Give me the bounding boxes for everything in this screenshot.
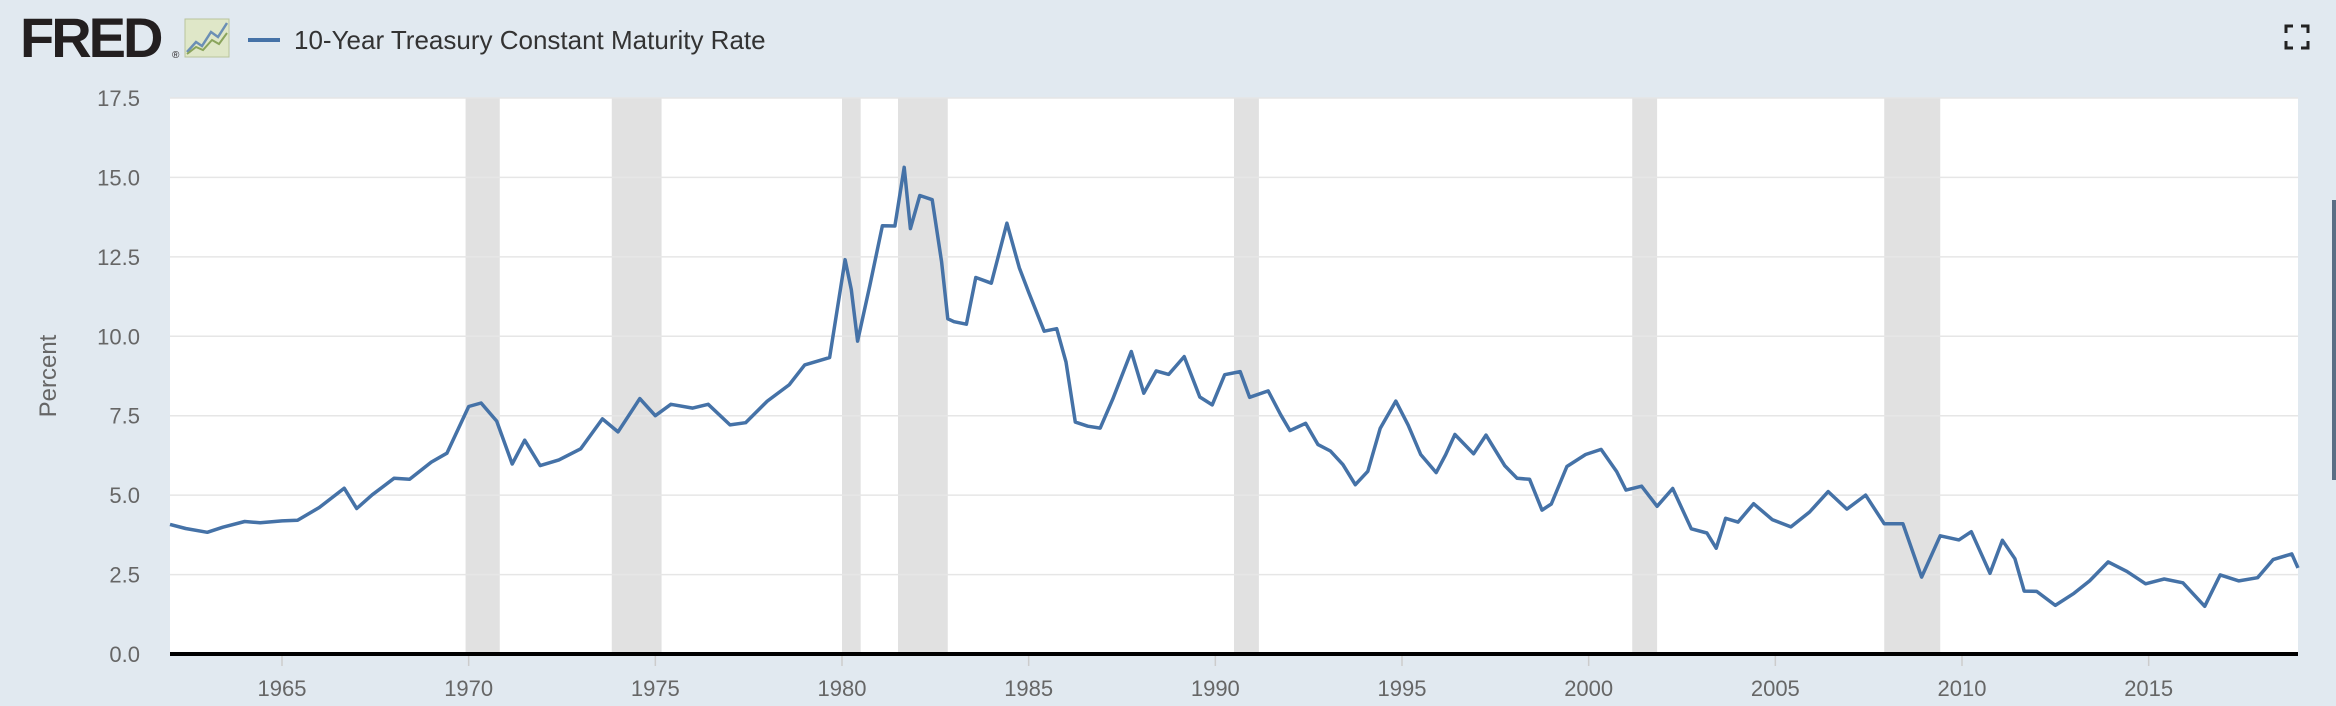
x-tick-label: 1995 — [1378, 676, 1427, 701]
recession-band — [1234, 98, 1259, 654]
y-tick-label: 7.5 — [109, 404, 140, 429]
y-tick-label: 15.0 — [97, 165, 140, 190]
y-tick-label: 12.5 — [97, 245, 140, 270]
recession-band — [611, 98, 662, 654]
legend-swatch — [248, 38, 280, 42]
x-tick-label: 1965 — [258, 676, 307, 701]
y-tick-label: 5.0 — [109, 483, 140, 508]
x-tick-label: 2000 — [1564, 676, 1613, 701]
registered-mark: ® — [172, 50, 180, 61]
recession-band — [465, 98, 500, 654]
y-axis-label: Percent — [35, 334, 62, 417]
y-tick-label: 17.5 — [97, 86, 140, 111]
x-tick-label: 1970 — [444, 676, 493, 701]
y-axis-ticks: 0.0 2.5 5.0 7.5 10.0 12.5 15.0 17.5 — [97, 86, 140, 667]
x-tick-label: 2015 — [2124, 676, 2173, 701]
gridlines — [170, 97, 2298, 576]
series-line[interactable] — [169, 165, 2300, 609]
recession-band — [1884, 98, 1941, 654]
y-tick-label: 2.5 — [109, 563, 140, 588]
recession-band — [1632, 98, 1658, 654]
legend[interactable]: 10-Year Treasury Constant Maturity Rate — [248, 22, 766, 58]
x-axis-ticks: 1965 1970 1975 1980 1985 1990 1995 2000 2005 2010… — [258, 654, 2173, 701]
recession-shading — [465, 98, 1941, 654]
chart-header: FRED ® 10-Year Treasury Constant Maturit… — [0, 0, 2336, 80]
fullscreen-expand-icon[interactable] — [2284, 24, 2310, 50]
y-tick-label: 0.0 — [109, 642, 140, 667]
legend-label: 10-Year Treasury Constant Maturity Rate — [294, 24, 766, 55]
y-tick-label: 10.0 — [97, 324, 140, 349]
x-tick-label: 1990 — [1191, 676, 1240, 701]
recession-band — [842, 98, 861, 654]
scrollbar-thumb[interactable] — [2332, 200, 2336, 480]
x-tick-label: 2005 — [1751, 676, 1800, 701]
fred-logo[interactable]: FRED — [20, 6, 163, 69]
x-tick-label: 2010 — [1938, 676, 1987, 701]
x-tick-label: 1980 — [818, 676, 867, 701]
mini-line-chart-icon — [184, 18, 230, 58]
x-tick-label: 1975 — [631, 676, 680, 701]
x-tick-label: 1985 — [1004, 676, 1053, 701]
